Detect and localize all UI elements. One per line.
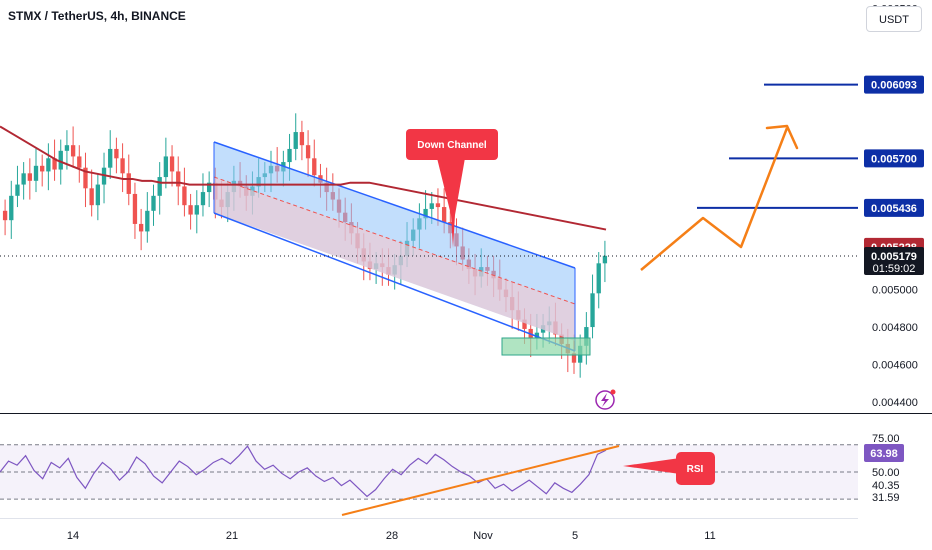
candle-body <box>40 165 45 172</box>
candle-body <box>83 167 88 189</box>
candle-body <box>52 158 57 170</box>
down-channel-pointer <box>437 158 465 248</box>
candle-body <box>429 203 434 209</box>
level-price-tag <box>864 198 924 217</box>
candle-body <box>157 177 162 196</box>
price-tick-label: 0.005000 <box>872 285 918 297</box>
candle-body <box>108 148 113 168</box>
candle-body <box>590 293 595 328</box>
rsi-tick-label: 50.00 <box>872 467 900 479</box>
down-channel-callout <box>406 129 498 160</box>
time-tick-label: 11 <box>704 530 715 542</box>
time-tick-label: 28 <box>386 530 398 542</box>
price-tick-label: 0.004400 <box>872 397 918 409</box>
projection-arrow-head <box>765 124 799 150</box>
currency-button[interactable]: USDT <box>866 6 922 32</box>
candle-body <box>126 173 131 194</box>
candle-body <box>200 192 206 206</box>
current-price-tag <box>864 247 924 275</box>
rsi-callout-label: RSI <box>687 464 704 475</box>
rsi-trendline <box>341 445 620 516</box>
candle-body <box>95 184 101 206</box>
rsi-tick-label: 40.35 <box>872 480 900 492</box>
candle-body <box>596 263 601 294</box>
candle-body <box>423 208 428 219</box>
candle-body <box>27 173 32 181</box>
rsi-tick-label: 31.59 <box>872 492 900 504</box>
candle-body <box>58 150 63 170</box>
level-price-tag <box>864 75 924 94</box>
candle-body <box>287 148 292 163</box>
candle-body <box>33 165 39 181</box>
candle-body <box>176 171 181 187</box>
projection-path <box>640 127 789 271</box>
candle-body <box>584 327 589 346</box>
candle-body <box>206 182 212 193</box>
time-tick-label: 21 <box>226 530 238 542</box>
time-tick-label: 5 <box>572 530 578 542</box>
channel-mid-line <box>213 176 576 305</box>
candle-body <box>163 156 169 178</box>
candle-body <box>169 156 175 172</box>
notification-dot <box>610 389 616 395</box>
level-price-label: 0.006093 <box>871 80 917 92</box>
candle-body <box>194 205 199 215</box>
rsi-pointer <box>623 458 680 474</box>
candle-body <box>293 132 298 149</box>
candle-body <box>46 158 51 172</box>
moving-average-line <box>0 125 607 231</box>
down-channel-label: Down Channel <box>417 140 487 151</box>
lightning-icon <box>601 393 609 407</box>
candle-body <box>70 145 76 157</box>
support-zone <box>501 337 591 356</box>
level-price-label: 0.005700 <box>871 153 917 165</box>
channel-top-line <box>213 141 576 269</box>
candle-body <box>77 156 82 168</box>
candle-body <box>305 145 311 159</box>
candle-body <box>21 173 26 185</box>
rsi-value-label: 63.98 <box>870 448 898 460</box>
candle-body <box>120 158 125 174</box>
candle-body <box>571 353 577 363</box>
candle-body <box>64 145 70 151</box>
countdown-label: 01:59:02 <box>873 263 916 275</box>
candle-body <box>534 332 540 339</box>
candle-body <box>312 158 317 176</box>
channel-bottom-line <box>213 212 576 352</box>
rsi-line <box>0 445 607 498</box>
rsi-callout <box>676 452 715 485</box>
candle-body <box>522 319 527 329</box>
candle-body <box>602 255 608 264</box>
candle-body <box>151 195 156 211</box>
current-price-label: 0.005179 <box>871 251 917 263</box>
candle-body <box>15 184 20 196</box>
candle-body <box>435 203 441 208</box>
time-tick-label: Nov <box>473 530 493 542</box>
candle-body <box>9 195 14 221</box>
candle-body <box>182 186 187 206</box>
candle-body <box>132 193 138 224</box>
candle-body <box>188 205 193 215</box>
chart-title: STMX / TetherUS, 4h, BINANCE <box>8 9 186 23</box>
candle-body <box>145 210 150 232</box>
candle-body <box>89 188 94 206</box>
candle-body <box>441 207 447 223</box>
candle-body <box>114 148 119 159</box>
candle-body <box>299 132 305 146</box>
rsi-tick-label: 75.00 <box>872 433 900 445</box>
price-tick-label: 0.004800 <box>872 322 918 334</box>
price-tick-label: 0.004600 <box>872 360 918 372</box>
time-tick-label: 14 <box>67 530 79 542</box>
level-price-label: 0.005436 <box>871 203 917 215</box>
candle-body <box>2 210 8 221</box>
rsi-value-tag <box>864 443 904 462</box>
level-price-tag <box>864 149 924 168</box>
channel-lower-fill <box>214 177 575 341</box>
candle-body <box>138 223 144 232</box>
